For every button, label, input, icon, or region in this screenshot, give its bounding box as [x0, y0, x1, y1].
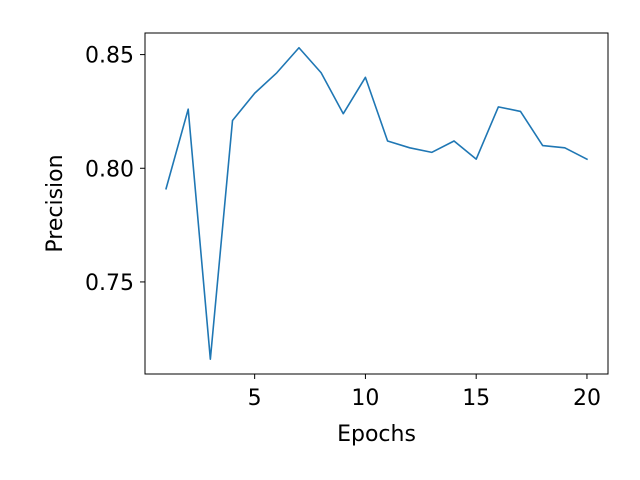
plot-area: [165, 46, 589, 361]
y-axis-label: Precision: [43, 154, 68, 252]
y-tick-label: 0.75: [85, 271, 134, 296]
x-tick-label: 20: [573, 386, 601, 411]
series-line: [165, 46, 589, 361]
axes-frame: [144, 32, 609, 375]
x-tick-label: 10: [351, 386, 379, 411]
y-tick-label: 0.85: [85, 44, 134, 69]
y-tick-label: 0.80: [85, 157, 134, 182]
x-tick-label: 15: [462, 386, 490, 411]
x-axis-label: Epochs: [337, 422, 416, 447]
x-axis: 5 10 15 20: [248, 374, 601, 411]
y-axis: 0.75 0.80 0.85: [85, 44, 145, 296]
x-tick-label: 5: [248, 386, 262, 411]
